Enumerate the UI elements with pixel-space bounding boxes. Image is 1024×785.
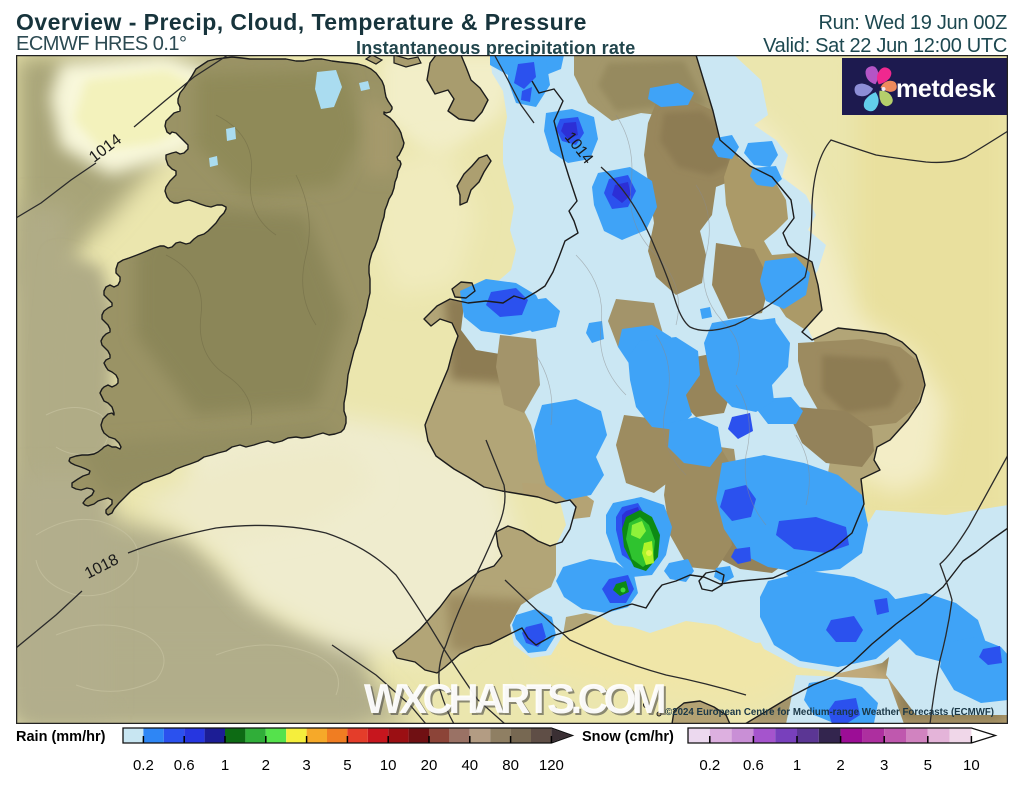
svg-text:0.6: 0.6 <box>174 757 195 774</box>
svg-text:Rain (mm/hr): Rain (mm/hr) <box>16 729 106 745</box>
svg-text:0.2: 0.2 <box>133 757 154 774</box>
svg-text:20: 20 <box>421 757 438 774</box>
svg-text:WXCHARTS.COM: WXCHARTS.COM <box>366 677 667 724</box>
svg-text:5: 5 <box>343 757 351 774</box>
svg-text:80: 80 <box>502 757 519 774</box>
svg-text:3: 3 <box>880 757 888 774</box>
svg-text:2: 2 <box>836 757 844 774</box>
svg-text:40: 40 <box>461 757 478 774</box>
svg-text:1: 1 <box>221 757 229 774</box>
svg-text:10: 10 <box>963 757 980 774</box>
svg-text:1: 1 <box>793 757 801 774</box>
svg-text:120: 120 <box>539 757 564 774</box>
svg-text:2: 2 <box>262 757 270 774</box>
svg-text:10: 10 <box>380 757 397 774</box>
svg-text:WXCHARTS.COM: WXCHARTS.COM <box>364 675 665 722</box>
svg-text:5: 5 <box>924 757 932 774</box>
svg-text:Snow (cm/hr): Snow (cm/hr) <box>582 729 674 745</box>
svg-text:©2024 European Centre for Medi: ©2024 European Centre for Medium-range W… <box>665 707 994 718</box>
svg-text:metdesk: metdesk <box>896 75 996 103</box>
svg-text:0.2: 0.2 <box>699 757 720 774</box>
svg-text:3: 3 <box>302 757 310 774</box>
svg-text:0.6: 0.6 <box>743 757 764 774</box>
